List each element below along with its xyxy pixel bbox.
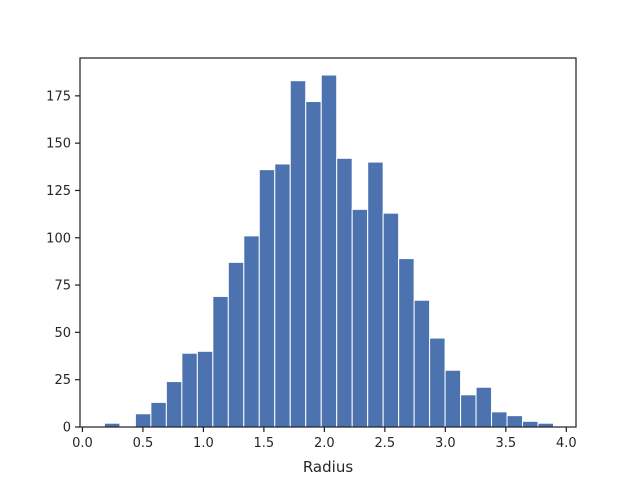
histogram-bar	[181, 352, 198, 428]
x-tick-label: 1.0	[193, 436, 214, 451]
histogram-bar	[460, 394, 477, 428]
histogram-bar	[367, 161, 384, 428]
histogram-bar	[150, 401, 167, 428]
histogram-bar	[351, 208, 369, 428]
histogram-bar	[305, 101, 322, 428]
y-tick-label: 25	[54, 373, 71, 388]
histogram-bar	[429, 337, 446, 428]
histogram-bar	[134, 413, 152, 428]
histogram-bar	[475, 386, 493, 428]
y-tick-label: 0	[63, 421, 71, 436]
histogram-bar	[227, 261, 245, 428]
histogram-bar	[506, 415, 524, 428]
y-tick-label: 150	[46, 137, 71, 152]
histogram-bar	[274, 163, 291, 428]
y-tick-label: 75	[54, 279, 71, 294]
y-tick-label: 100	[46, 231, 71, 246]
histogram-bar	[413, 299, 431, 428]
histogram-bar	[522, 420, 539, 428]
histogram-bar	[243, 235, 260, 428]
y-tick-label: 125	[46, 184, 71, 199]
x-axis-label: Radius	[303, 458, 353, 476]
plot-frame	[79, 57, 577, 428]
x-tick-label: 4.0	[556, 436, 577, 451]
histogram-bar	[336, 157, 353, 428]
x-tick-label: 0.0	[72, 436, 93, 451]
histogram-bar	[165, 381, 183, 428]
y-tick-label: 175	[46, 89, 71, 104]
histogram-bar	[289, 80, 307, 428]
histogram-bar	[444, 369, 462, 428]
x-tick-label: 3.0	[435, 436, 456, 451]
y-tick-label: 50	[54, 326, 71, 341]
histogram-bar	[320, 74, 338, 428]
x-tick-label: 3.5	[495, 436, 516, 451]
x-tick-label: 2.5	[375, 436, 396, 451]
histogram-bar	[196, 350, 214, 428]
histogram-bars	[103, 74, 554, 428]
x-tick-label: 1.5	[254, 436, 275, 451]
histogram-bar	[491, 411, 508, 428]
histogram-bar	[382, 212, 400, 428]
histogram-bar	[398, 258, 415, 428]
axis-ticks: 0.0 0.5 1.0 1.5 2.0 2.5 3.0 3.5 4.0 0 25 50 75 100 125…	[46, 89, 576, 451]
x-tick-label: 0.5	[133, 436, 154, 451]
histogram-bar	[212, 295, 229, 428]
x-tick-label: 2.0	[314, 436, 335, 451]
histogram-bar	[258, 169, 276, 428]
